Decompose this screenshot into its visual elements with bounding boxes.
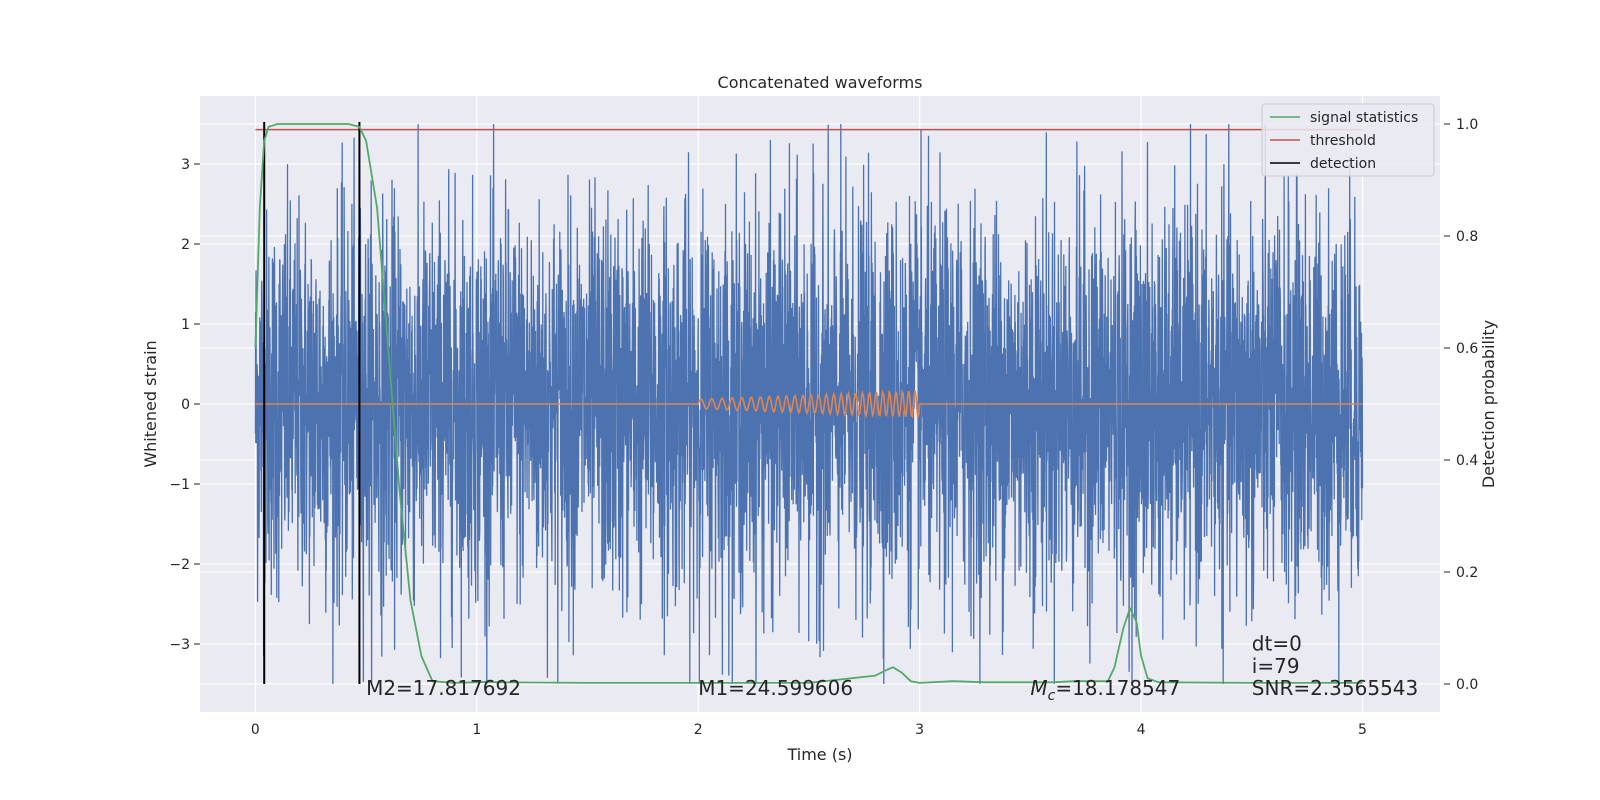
annotations: M2=17.817692 M1=24.599606 Mc=18.178547 dt=0… <box>366 631 1418 704</box>
legend-label-threshold: threshold <box>1310 133 1376 149</box>
y-right-tick-label: 0.2 <box>1456 565 1478 581</box>
legend-label-signal-statistics: signal statistics <box>1310 110 1418 126</box>
y-tick-label: −1 <box>169 477 190 493</box>
tick-labels: 0 1 2 3 4 5 −3 −2 −1 0 1 2 3 0.0 0.2 0.4 0.6 0.8 1.0 <box>169 117 1478 738</box>
y-right-tick-label: 0.4 <box>1456 453 1478 469</box>
y-tick-label: −2 <box>169 557 190 573</box>
y-right-tick-label: 0.0 <box>1456 677 1478 693</box>
noise-series <box>254 123 1364 685</box>
series-line-signal-statistics <box>254 123 1363 684</box>
x-tick-label: 4 <box>1137 722 1146 738</box>
legend: signal statistics threshold detection <box>1261 103 1435 177</box>
x-tick-label: 1 <box>472 722 481 738</box>
y-axis-label: Whitened strain <box>141 340 160 467</box>
annotation-text: i=79 <box>1252 654 1300 678</box>
chart-title: Concatenated waveforms <box>718 73 923 92</box>
annotation-text: M2=17.817692 <box>366 676 521 700</box>
x-tick-label: 0 <box>251 722 260 738</box>
series-line-noise <box>254 123 1364 685</box>
legend-box <box>1261 103 1435 177</box>
annotation-text: Mc=18.178547 <box>1030 676 1180 704</box>
legend-label-detection: detection <box>1310 156 1376 172</box>
y-tick-label: 2 <box>181 237 190 253</box>
series-line-chirp <box>255 389 1363 420</box>
annotation-text: dt=0 <box>1252 631 1302 655</box>
x-axis-label: Time (s) <box>786 745 852 764</box>
x-tick-label: 5 <box>1358 722 1367 738</box>
y-tick-label: 0 <box>181 397 190 413</box>
y-tick-label: 1 <box>181 317 190 333</box>
y-right-tick-label: 0.6 <box>1456 341 1478 357</box>
x-tick-label: 2 <box>694 722 703 738</box>
right-axis-series <box>254 122 1363 684</box>
chirp-series <box>255 389 1363 420</box>
annotation-text: M1=24.599606 <box>698 676 853 700</box>
y-tick-label: 3 <box>181 157 190 173</box>
x-tick-label: 3 <box>915 722 924 738</box>
y-right-tick-label: 1.0 <box>1456 117 1478 133</box>
y-tick-label: −3 <box>169 637 190 653</box>
y-right-tick-label: 0.8 <box>1456 229 1478 245</box>
annotation-text: SNR=2.3565543 <box>1252 676 1418 700</box>
y-right-axis-label: Detection probability <box>1479 320 1498 488</box>
